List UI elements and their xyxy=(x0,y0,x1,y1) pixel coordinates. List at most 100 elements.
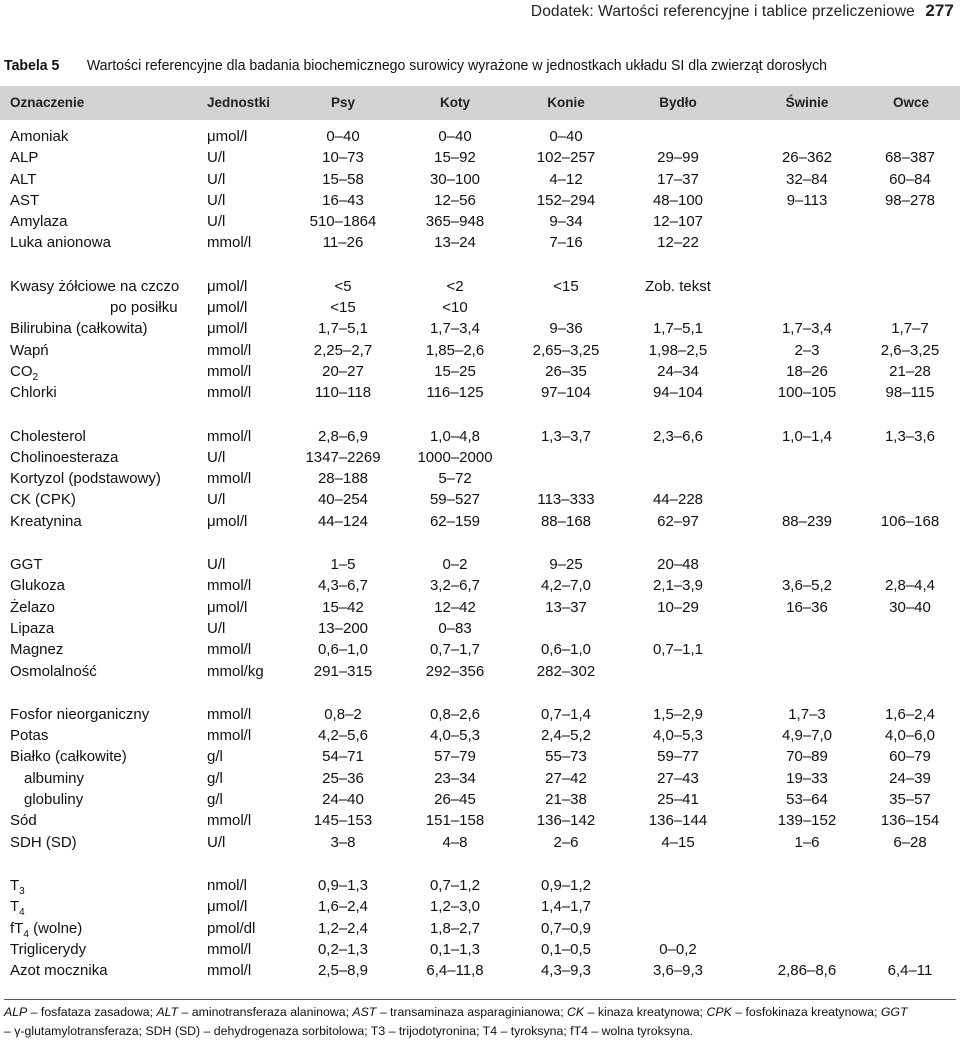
cell-koty: 23–34 xyxy=(434,769,476,787)
footnote-line-1: ALP – fosfataza zasadowa; ALT – aminotra… xyxy=(4,1003,956,1022)
footnote-line-2-text: – γ-glutamylotransferaza; SDH (SD) – deh… xyxy=(4,1024,694,1038)
cell-konie: 9–36 xyxy=(549,320,583,338)
cell-psy: 25–36 xyxy=(322,769,364,787)
cell-psy: 24–40 xyxy=(322,791,364,809)
cell-bydlo: 12–107 xyxy=(652,213,704,231)
analyte-subscript: 3 xyxy=(19,885,25,897)
cell-koty: 0,8–2,6 xyxy=(429,705,481,723)
cell-konie: 4,3–9,3 xyxy=(540,962,592,980)
cell-bydlo: 48–100 xyxy=(652,191,704,209)
cell-konie: 0,7–0,9 xyxy=(540,919,592,937)
cell-unit: pmol/dl xyxy=(207,919,256,937)
cell-psy: 1,7–5,1 xyxy=(317,320,369,338)
table-row: Luka anionowa mmol/l 11–26 13–24 7–16 12–22 xyxy=(0,232,960,253)
cell-oznaczenie: Chlorki xyxy=(10,382,57,403)
cell-unit: g/l xyxy=(207,748,223,766)
cell-konie: 0,9–1,2 xyxy=(540,876,592,894)
cell-konie: 4,2–7,0 xyxy=(540,577,592,595)
cell-unit: mmol/l xyxy=(207,577,252,595)
cell-koty: 3,2–6,7 xyxy=(429,577,481,595)
table-row: Fosfor nieorganiczny mmol/l 0,8–2 0,8–2,6 0,… xyxy=(0,704,960,725)
cell-unit: mmol/l xyxy=(207,470,252,488)
cell-bydlo: 44–228 xyxy=(652,491,704,509)
cell-koty: 62–159 xyxy=(429,512,481,530)
cell-owce: 1,6–2,4 xyxy=(884,705,936,723)
footnote-line-2: – γ-glutamylotransferaza; SDH (SD) – deh… xyxy=(4,1022,956,1041)
cell-oznaczenie: po posiłku xyxy=(110,297,178,318)
cell-psy: 4,3–6,7 xyxy=(317,577,369,595)
cell-koty: 0,7–1,2 xyxy=(429,876,481,894)
cell-koty: 1,7–3,4 xyxy=(429,320,481,338)
cell-unit: U/l xyxy=(207,191,226,209)
footnote-abbreviation: CPK xyxy=(706,1005,732,1019)
analyte-name: GGT xyxy=(10,556,43,574)
analyte-name: Żelazo xyxy=(10,598,56,616)
cell-oznaczenie: ALT xyxy=(10,169,36,190)
cell-konie: 97–104 xyxy=(540,384,592,402)
table-title: Wartości referencyjne dla badania bioche… xyxy=(86,57,827,74)
analyte-name: po posiłku xyxy=(110,299,178,317)
analyte-name: Białko (całkowite) xyxy=(10,748,127,766)
cell-swinie: 4,9–7,0 xyxy=(781,727,833,745)
cell-psy: 0,2–1,3 xyxy=(317,940,369,958)
cell-unit: μmol/l xyxy=(207,128,248,145)
analyte-name: Sód xyxy=(10,812,37,830)
cell-psy: 1,6–2,4 xyxy=(317,898,369,916)
analyte-name: T xyxy=(10,898,20,916)
analyte-name: Cholesterol xyxy=(10,427,86,445)
cell-konie: <15 xyxy=(553,277,579,295)
cell-owce: 136–154 xyxy=(880,812,940,830)
cell-owce: 60–84 xyxy=(889,170,931,188)
cell-unit: mmol/l xyxy=(207,705,252,723)
analyte-name: Kortyzol (podstawowy) xyxy=(10,470,161,488)
cell-oznaczenie: Osmolalność xyxy=(10,661,97,682)
cell-oznaczenie: Glukoza xyxy=(10,575,65,596)
cell-oznaczenie: Amylaza xyxy=(10,211,68,232)
cell-koty: 13–24 xyxy=(434,234,476,252)
cell-swinie: 2–3 xyxy=(794,341,820,359)
cell-owce: 1,3–3,6 xyxy=(884,427,936,445)
table-header: Oznaczenie Jednostki Psy Koty Konie Bydł… xyxy=(0,86,960,120)
analyte-subscript: 4 xyxy=(19,907,25,919)
analyte-name: Lipaza xyxy=(10,619,55,637)
running-head: Dodatek: Wartości referencyjne i tablice… xyxy=(531,0,954,24)
cell-swinie: 88–239 xyxy=(781,512,833,530)
reference-table: Amoniak μmol/l 0–40 0–40 0–40 ALP U/l 10–73 15–9… xyxy=(0,126,960,981)
cell-oznaczenie: Lipaza xyxy=(10,618,54,639)
cell-konie: 0,1–0,5 xyxy=(540,940,592,958)
analyte-suffix: (wolne) xyxy=(28,919,83,937)
cell-konie: 152–294 xyxy=(536,191,596,209)
table-row: AST U/l 16–43 12–56 152–294 48–100 9–113 98–278 xyxy=(0,190,960,211)
table-row: Żelazo μmol/l 15–42 12–42 13–37 10–29 16–36 30–… xyxy=(0,597,960,618)
cell-psy: 4,2–5,6 xyxy=(317,727,369,745)
table-row: Potas mmol/l 4,2–5,6 4,0–5,3 2,4–5,2 4,0–5,3 4… xyxy=(0,725,960,746)
cell-konie: 113–333 xyxy=(537,491,595,509)
cell-unit: g/l xyxy=(207,769,223,787)
table-row: Osmolalność mmol/kg 291–315 292–356 282–302 xyxy=(0,661,960,682)
cell-psy: 40–254 xyxy=(317,491,369,509)
cell-unit: U/l xyxy=(207,556,226,574)
cell-koty: 30–100 xyxy=(429,170,481,188)
analyte-name: Triglicerydy xyxy=(10,940,87,958)
cell-swinie: 2,86–8,6 xyxy=(777,962,837,980)
row-spacer xyxy=(0,532,960,554)
cell-oznaczenie: Wapń xyxy=(10,340,49,361)
footnote-abbreviation: ALT xyxy=(156,1005,179,1019)
cell-swinie: 139–152 xyxy=(777,812,837,830)
cell-swinie: 9–113 xyxy=(786,191,828,209)
cell-koty: 26–45 xyxy=(434,791,476,809)
cell-koty: 1,2–3,0 xyxy=(429,898,481,916)
cell-koty: 292–356 xyxy=(425,662,485,680)
cell-psy: 11–26 xyxy=(322,234,364,252)
cell-koty: 0,1–1,3 xyxy=(429,940,481,958)
cell-koty: 6,4–11,8 xyxy=(426,962,484,980)
cell-konie: 26–35 xyxy=(545,362,587,380)
cell-konie: 9–25 xyxy=(549,556,583,574)
cell-psy: 2,25–2,7 xyxy=(313,341,373,359)
table-row: Bilirubina (całkowita) μmol/l 1,7–5,1 1,7–3… xyxy=(0,318,960,339)
cell-owce: 68–387 xyxy=(884,149,936,167)
cell-unit: μmol/l xyxy=(207,512,248,530)
table-row: Glukoza mmol/l 4,3–6,7 3,2–6,7 4,2–7,0 2,1–3,… xyxy=(0,575,960,596)
cell-koty: 4–8 xyxy=(442,833,468,851)
cell-bydlo: 136–144 xyxy=(648,812,708,830)
